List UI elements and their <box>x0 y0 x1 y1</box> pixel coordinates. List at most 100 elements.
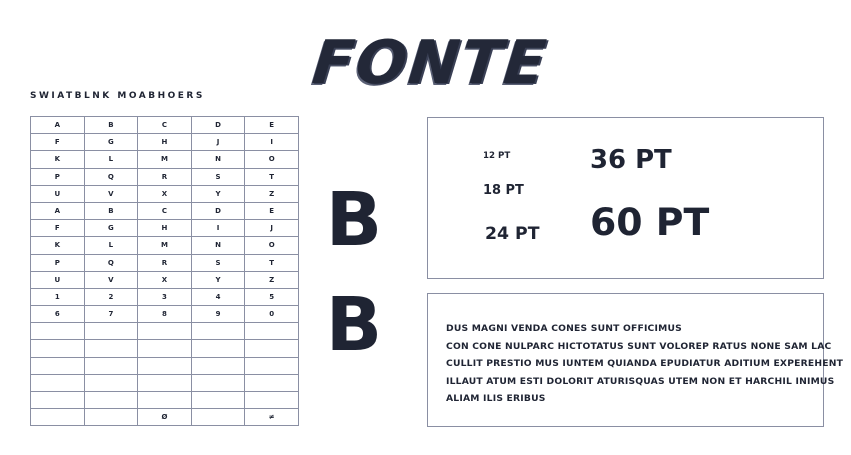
glyph-sample: B <box>325 177 383 263</box>
table-cell: 1 <box>30 287 85 307</box>
table-cell: E <box>244 115 299 135</box>
size-box <box>427 117 824 279</box>
table-cell <box>30 408 85 427</box>
table-cell: F <box>30 219 85 238</box>
table-cell <box>244 390 299 410</box>
table-row <box>30 373 299 393</box>
table-cell: 6 <box>30 305 85 324</box>
table-cell: M <box>137 150 192 169</box>
table-cell: Z <box>244 184 299 203</box>
table-cell <box>190 356 246 375</box>
paragraph-line: CULLIT PRESTIO MUS IUNTEM QUIANDA EPUDIA… <box>446 358 844 369</box>
table-cell <box>83 390 139 410</box>
table-cell: S <box>190 253 246 272</box>
table-cell: S <box>190 167 246 186</box>
table-cell <box>83 408 139 427</box>
table-cell: T <box>244 253 299 272</box>
text-box <box>427 293 824 427</box>
table-cell: P <box>30 253 85 272</box>
table-cell <box>30 356 85 375</box>
table-cell: E <box>244 201 299 221</box>
table-cell: 5 <box>244 287 299 307</box>
paragraph: DUS MAGNI VENDA CONES SUNT OFFICIMUS CON … <box>446 320 843 408</box>
table-cell: Y <box>190 270 246 289</box>
table-cell: N <box>190 236 246 255</box>
table-cell <box>83 339 139 358</box>
paragraph-line: DUS MAGNI VENDA CONES SUNT OFFICIMUS <box>446 323 682 334</box>
table-cell <box>83 356 139 375</box>
table-cell: 0 <box>244 305 299 324</box>
table-cell: Q <box>83 167 139 186</box>
table-cell <box>190 322 246 341</box>
table-cell: I <box>190 219 246 238</box>
size-sample: 18 PT <box>483 183 524 198</box>
table-cell <box>30 390 85 410</box>
table-cell: L <box>83 150 139 169</box>
table-cell <box>30 322 85 341</box>
table-cell: X <box>137 270 192 289</box>
table-cell <box>190 373 246 393</box>
table-cell <box>137 339 192 358</box>
table-row <box>30 339 299 358</box>
table-cell: T <box>244 167 299 186</box>
table-cell <box>244 339 299 358</box>
paragraph-line: CON CONE NULPARC HICTOTATUS SUNT VOLOREP… <box>446 340 832 352</box>
table-cell: A <box>30 201 85 221</box>
table-cell: D <box>190 201 246 221</box>
table-cell: J <box>190 133 246 152</box>
table-cell: U <box>30 270 85 289</box>
table-cell: Q <box>83 253 139 272</box>
table-cell: J <box>244 219 299 238</box>
size-sample: 60 PT <box>590 200 710 244</box>
table-cell: O <box>244 236 299 255</box>
table-cell <box>190 339 246 358</box>
glyph-sample: B <box>325 282 383 368</box>
table-cell <box>137 356 192 375</box>
table-cell <box>137 390 192 410</box>
table-cell: V <box>83 270 139 289</box>
table-cell: O <box>244 150 299 169</box>
table-row <box>30 322 299 341</box>
table-cell: B <box>83 201 139 221</box>
paragraph-line: ILLAUT ATUM ESTI DOLORIT ATURISQUAS UTEM… <box>446 375 835 387</box>
table-cell: A <box>30 115 85 135</box>
table-cell: I <box>244 133 299 152</box>
table-cell: ≠ <box>244 408 299 427</box>
table-cell <box>30 339 85 358</box>
table-cell: C <box>137 115 192 135</box>
table-cell <box>244 373 299 393</box>
table-cell: C <box>137 201 192 221</box>
table-cell: 8 <box>137 305 192 324</box>
table-cell <box>83 373 139 393</box>
table-cell: X <box>137 184 192 203</box>
table-cell: L <box>83 236 139 255</box>
size-sample: 36 PT <box>590 145 672 175</box>
table-cell: Z <box>244 270 299 289</box>
table-row <box>30 390 299 410</box>
table-cell <box>137 373 192 393</box>
table-cell: M <box>137 236 192 255</box>
table-cell: 3 <box>137 287 192 307</box>
table-cell: 9 <box>190 305 246 324</box>
table-cell: K <box>30 236 85 255</box>
size-sample: 12 PT <box>483 151 511 161</box>
table-cell <box>83 322 139 341</box>
table-cell: G <box>83 133 139 152</box>
table-cell: G <box>83 219 139 238</box>
table-cell: H <box>137 219 192 238</box>
table-cell: 4 <box>190 287 246 307</box>
table-cell: N <box>190 150 246 169</box>
table-cell: P <box>30 167 85 186</box>
